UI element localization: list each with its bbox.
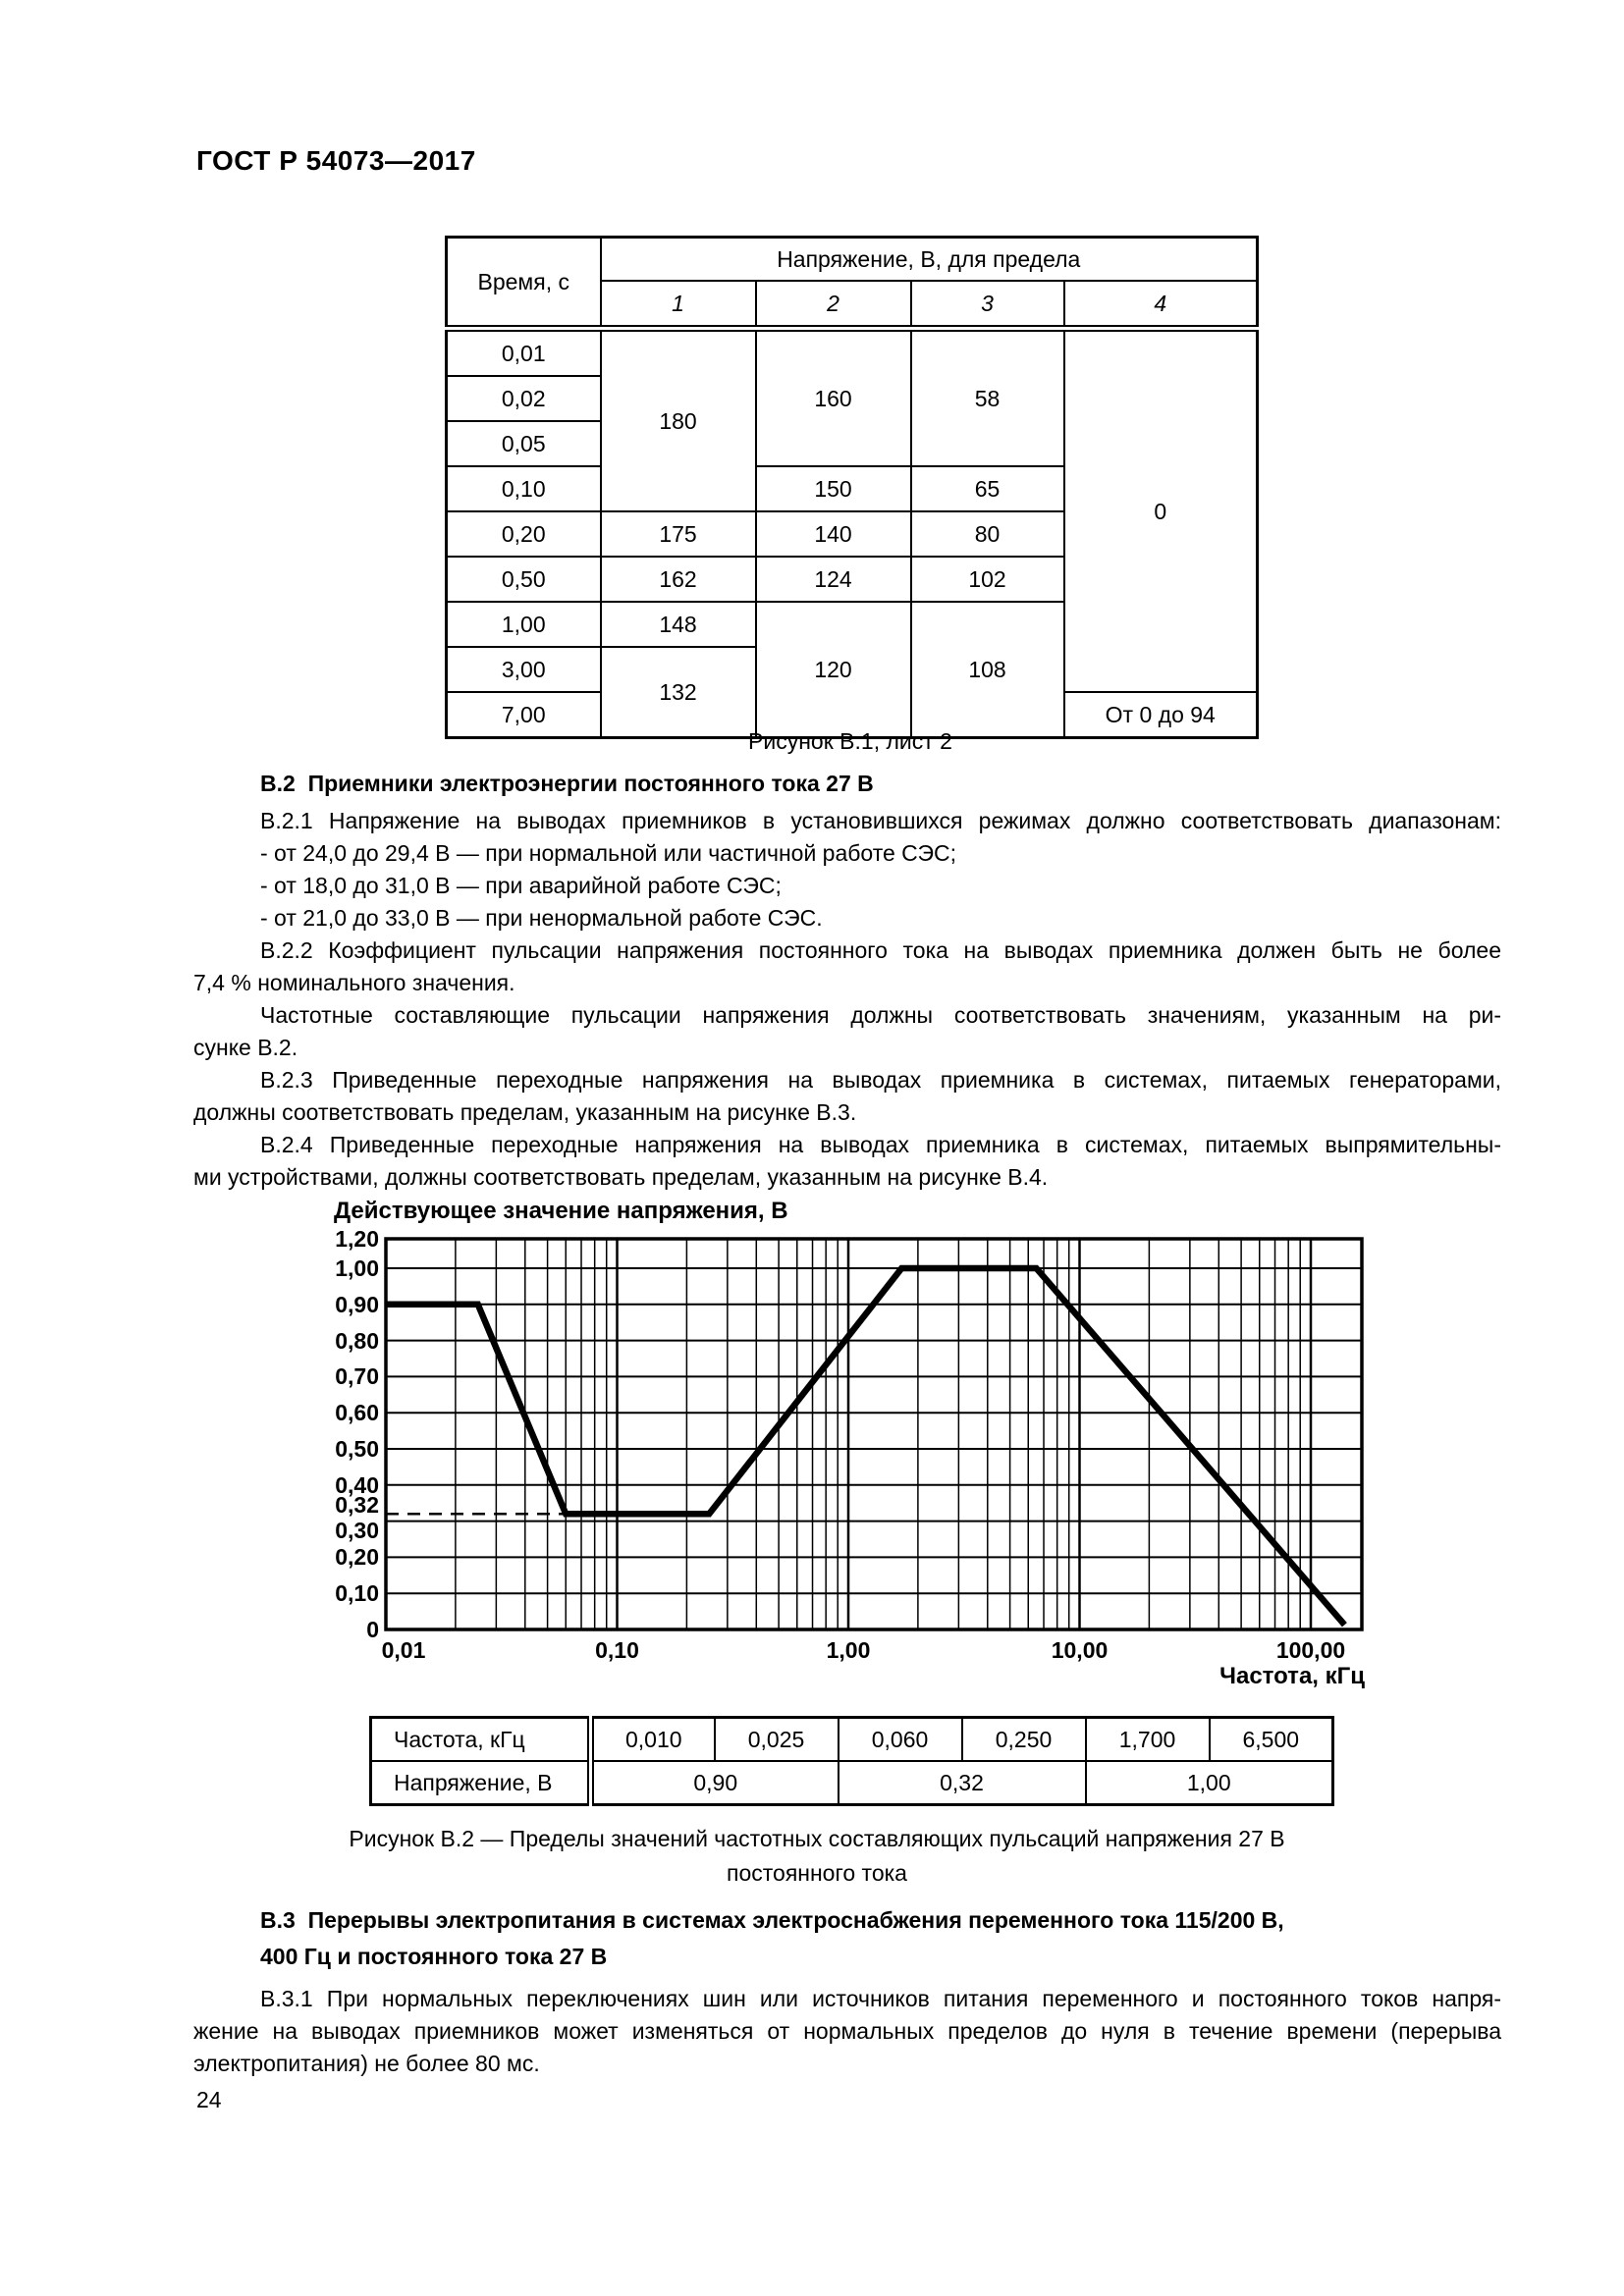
figure-b2-caption-line-1: Рисунок В.2 — Пределы значений частотных… [349, 1826, 1285, 1851]
chart-x-tick-label: 0,10 [595, 1637, 639, 1663]
table-cell-limit1: 148 [599, 601, 757, 648]
chart-y-tick-label: 0,70 [335, 1363, 379, 1390]
chart-y-tick-label: 0,10 [335, 1580, 379, 1607]
chart-y-tick-label: 0,32 [335, 1492, 379, 1519]
table-cell-time: 7,00 [445, 691, 602, 739]
paragraph-line: электропитания) не более 80 мс. [193, 2051, 540, 2076]
chart-y-tick-label: 1,20 [335, 1226, 379, 1252]
limit-curve [386, 1264, 1347, 1628]
list-item-line: - от 21,0 до 33,0 В — при ненормальной р… [260, 905, 823, 931]
paragraph-line: В.3.1 При нормальных переключениях шин и… [260, 1986, 1501, 2011]
limit-column-header: 3 [909, 280, 1065, 332]
table-cell-time: 0,05 [445, 420, 602, 467]
table-cell-limit1: 132 [599, 646, 757, 739]
voltage-value: 1,00 [1084, 1760, 1334, 1806]
voltage-value: 0,90 [589, 1760, 839, 1806]
paragraph-line: В.2.2 Коэффициент пульсации напряжения п… [260, 937, 1501, 963]
frequency-row-label: Частота, кГц [369, 1716, 594, 1762]
chart-y-tick-label: 1,00 [335, 1255, 379, 1281]
paragraph-line: сунке В.2. [193, 1035, 298, 1060]
figure-b1-table: Время, с Напряжение, В, для предела 1 2 … [445, 236, 1260, 739]
paragraph-line: жение на выводах приемников может изменя… [193, 2018, 1501, 2044]
chart-x-tick-label: 1,00 [826, 1637, 871, 1663]
time-column-header: Время, с [445, 236, 602, 332]
figure-b1-caption: Рисунок В.1, лист 2 [748, 728, 952, 754]
frequency-value: 0,010 [589, 1716, 716, 1762]
plot-border [384, 1237, 1364, 1631]
chart-y-tick-label: 0,80 [335, 1327, 379, 1354]
section-b3-heading-line-1: В.3 Перерывы электропитания в системах э… [260, 1907, 1284, 1933]
frequency-value: 0,060 [837, 1716, 963, 1762]
paragraph-line: В.2.3 Приведенные переходные напряжения … [260, 1067, 1501, 1093]
chart-x-tick-label: 0,01 [381, 1637, 426, 1663]
table-cell-time: 1,00 [445, 601, 602, 648]
table-cell-limit1: 162 [599, 556, 757, 603]
table-cell-time: 3,00 [445, 646, 602, 693]
chart-x-tick-label: 10,00 [1051, 1637, 1109, 1663]
table-cell-limit2: 120 [754, 601, 912, 739]
table-cell-limit1: 175 [599, 510, 757, 558]
table-cell-limit2: 140 [754, 510, 912, 558]
table-cell-limit4: От 0 до 94 [1062, 691, 1259, 739]
table-cell-limit2: 150 [754, 465, 912, 512]
paragraph-line: ми устройствами, должны соответствовать … [193, 1164, 1049, 1190]
table-cell-limit3: 108 [909, 601, 1065, 739]
paragraph-line: должны соответствовать пределам, указанн… [193, 1099, 857, 1125]
chart-y-tick-label: 0,50 [335, 1436, 379, 1462]
frequency-value: 6,500 [1208, 1716, 1334, 1762]
chart-x-tick-label: 100,00 [1275, 1637, 1346, 1663]
voltage-value: 0,32 [837, 1760, 1087, 1806]
chart-y-axis-title: Действующее значение напряжения, В [334, 1198, 788, 1224]
limit-column-header: 2 [754, 280, 912, 332]
table-cell-limit3: 80 [909, 510, 1065, 558]
section-b2-heading: В.2 Приемники электроэнергии постоянного… [260, 771, 874, 796]
page-header: ГОСТ Р 54073—2017 [196, 145, 476, 176]
section-b3-heading-line-2: 400 Гц и постоянного тока 27 В [260, 1944, 608, 1969]
figure-b2-table: Частота, кГц 0,010 0,025 0,060 0,250 1,7… [369, 1716, 1334, 1806]
list-item-line: - от 18,0 до 31,0 В — при аварийной рабо… [260, 873, 782, 898]
voltage-row-label: Напряжение, В [369, 1760, 594, 1806]
table-cell-limit2: 124 [754, 556, 912, 603]
table-cell-time: 0,02 [445, 375, 602, 422]
table-cell-limit3: 65 [909, 465, 1065, 512]
limit-column-header: 1 [599, 280, 757, 332]
table-cell-time: 0,20 [445, 510, 602, 558]
table-cell-limit2: 160 [754, 327, 912, 467]
table-cell-time: 0,10 [445, 465, 602, 512]
figure-b2-caption-line-2: постоянного тока [727, 1860, 907, 1886]
page-number: 24 [196, 2087, 222, 2112]
chart-y-tick-label: 0,30 [335, 1517, 379, 1543]
chart-y-tick-label: 0,20 [335, 1544, 379, 1571]
list-item-line: - от 24,0 до 29,4 В — при нормальной или… [260, 840, 957, 866]
limit-column-header: 4 [1062, 280, 1259, 332]
table-cell-limit1: 180 [599, 327, 757, 512]
chart-y-tick-label: 0,90 [335, 1291, 379, 1317]
paragraph-line: Частотные составляющие пульсации напряже… [260, 1002, 1501, 1028]
table-cell-limit4: 0 [1062, 327, 1259, 693]
table-cell-limit3: 58 [909, 327, 1065, 467]
frequency-value: 0,025 [713, 1716, 839, 1762]
table-cell-time: 0,01 [445, 327, 602, 377]
paragraph-line: В.2.4 Приведенные переходные напряжения … [260, 1132, 1501, 1157]
voltage-header: Напряжение, В, для предела [599, 236, 1259, 282]
frequency-value: 1,700 [1084, 1716, 1211, 1762]
paragraph-line: В.2.1 Напряжение на выводах приемников в… [260, 808, 1501, 833]
chart-y-tick-label: 0,60 [335, 1400, 379, 1426]
table-cell-time: 0,50 [445, 556, 602, 603]
chart-y-tick-label: 0,40 [335, 1471, 379, 1498]
chart-x-axis-title: Частота, кГц [1219, 1663, 1365, 1689]
table-cell-limit3: 102 [909, 556, 1065, 603]
chart-y-tick-label: 0 [366, 1617, 379, 1642]
paragraph-line: 7,4 % номинального значения. [193, 970, 515, 995]
frequency-value: 0,250 [960, 1716, 1087, 1762]
